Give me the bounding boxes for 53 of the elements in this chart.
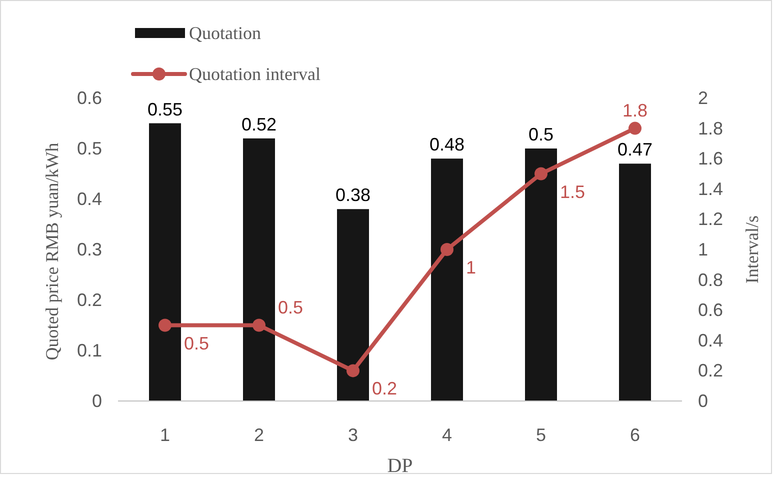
- bar: [431, 158, 463, 401]
- data-label: 0.52: [241, 114, 277, 134]
- y-tick-label: 0.3: [76, 240, 102, 260]
- bar: [243, 138, 275, 401]
- data-label: 0.2: [372, 378, 398, 399]
- data-label: 0.55: [147, 99, 183, 120]
- y2-tick-label: 0.4: [698, 330, 724, 350]
- bar: [149, 123, 181, 401]
- point: [252, 318, 266, 332]
- data-label: 0.5: [184, 333, 210, 354]
- point: [440, 243, 454, 256]
- bar: [619, 164, 651, 401]
- y-tick-label: 0.6: [76, 88, 102, 108]
- point: [534, 167, 548, 180]
- y2-tick-label: 0: [698, 391, 708, 411]
- x-tick-label: 6: [630, 425, 640, 445]
- data-label: 0.5: [528, 124, 554, 144]
- y2-tick-label: 1.4: [698, 178, 724, 199]
- y2-axis-title: Interval/s: [742, 216, 762, 284]
- y-axis-title: Quoted price RMB yuan/kWh: [42, 142, 62, 360]
- legend-label: Quotation interval: [189, 64, 320, 84]
- data-label: 0.47: [617, 140, 653, 160]
- bar: [525, 148, 557, 401]
- data-label: 0.5: [278, 297, 304, 318]
- bar: [337, 209, 369, 401]
- x-tick-label: 2: [254, 425, 264, 445]
- y-tick-label: 0.2: [76, 290, 102, 310]
- y2-tick-label: 1.2: [698, 209, 724, 230]
- data-label: 0.48: [429, 134, 465, 155]
- y2-tick-label: 1.8: [698, 118, 724, 138]
- y2-tick-label: 1: [698, 240, 708, 260]
- x-tick-label: 4: [442, 425, 452, 445]
- x-tick-label: 5: [536, 425, 546, 445]
- x-tick-label: 1: [160, 425, 170, 445]
- y2-tick-label: 1.6: [698, 148, 724, 169]
- point: [346, 364, 360, 378]
- y-tick-label: 0: [92, 391, 102, 411]
- x-tick-label: 3: [348, 425, 358, 445]
- y-tick-label: 0.4: [76, 189, 102, 209]
- data-label: 0.38: [335, 185, 371, 206]
- legend-label: Quotation: [189, 23, 261, 43]
- point: [628, 122, 642, 135]
- data-label: 1.8: [622, 100, 648, 120]
- y2-tick-label: 0.8: [698, 270, 724, 290]
- y2-tick-label: 0.2: [698, 360, 724, 381]
- data-label: 1.5: [560, 182, 586, 202]
- y-tick-label: 0.5: [76, 138, 102, 158]
- data-label: 1: [466, 258, 476, 278]
- x-axis-title: DP: [387, 455, 413, 477]
- point: [158, 318, 172, 332]
- y2-tick-label: 2: [698, 88, 708, 108]
- y-tick-label: 0.1: [76, 340, 102, 360]
- y2-tick-label: 0.6: [698, 300, 724, 320]
